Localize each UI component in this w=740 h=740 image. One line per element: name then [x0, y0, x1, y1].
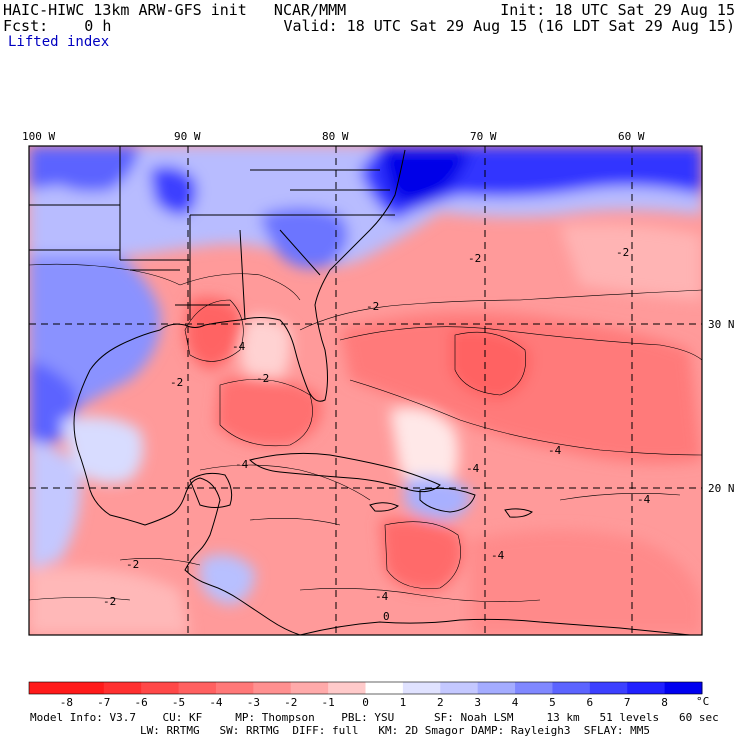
- map-frame: [28, 145, 703, 636]
- colorbar-swatch: [664, 682, 703, 694]
- colorbar-swatch: [141, 682, 180, 694]
- longitude-labels: 100 W 90 W 80 W 70 W 60 W: [22, 130, 645, 143]
- coastlines: [29, 146, 691, 635]
- contour-label: -2: [468, 252, 481, 265]
- lifted-index-field: [29, 146, 702, 635]
- model-info-line2: LW: RRTMG SW: RRTMG DIFF: full KM: 2D Sm…: [140, 724, 650, 737]
- colorbar-swatch: [477, 682, 516, 694]
- valid-time: Valid: 18 UTC Sat 29 Aug 15 (16 LDT Sat …: [283, 17, 735, 35]
- contour-label: -4: [637, 493, 651, 506]
- lat-label: 30 N: [708, 318, 735, 331]
- colorbar-swatch: [290, 682, 329, 694]
- field-name: Lifted index: [8, 34, 110, 50]
- contour-label: -2: [366, 300, 379, 313]
- colorbar-swatch: [440, 682, 479, 694]
- colorbar-swatch: [627, 682, 666, 694]
- lon-label: 90 W: [174, 130, 201, 143]
- colorbar-tick-label: -8: [60, 696, 73, 709]
- colorbar-swatch: [178, 682, 217, 694]
- model-info-line1: Model Info: V3.7 CU: KF MP: Thompson PBL…: [30, 711, 719, 724]
- contour-value-labels: -2 -2 -2 -2 -2 -4 -4 -4 -4 -4 -4 -4 -2 -…: [103, 246, 651, 623]
- colorbar-tick-label: 3: [474, 696, 481, 709]
- lon-label: 100 W: [22, 130, 55, 143]
- latitude-labels: 30 N 20 N: [708, 318, 735, 495]
- colorbar-swatch: [103, 682, 142, 694]
- colorbar-tick-label: 6: [587, 696, 594, 709]
- model-title: HAIC-HIWC 13km ARW-GFS init NCAR/MMM: [3, 1, 347, 19]
- colorbar-tick-label: -3: [247, 696, 260, 709]
- contour-label: -2: [170, 376, 183, 389]
- contour-label: -2: [103, 595, 116, 608]
- colorbar-swatch: [253, 682, 292, 694]
- colorbar-swatch: [66, 682, 105, 694]
- colorbar: -8 -7 -6 -5 -4 -3 -2 -1 0 1 2 3 4 5 6 7 8: [28, 681, 703, 709]
- lat-lon-grid: [29, 146, 702, 635]
- colorbar-swatch: [552, 682, 591, 694]
- colorbar-tick-label: -4: [209, 696, 223, 709]
- contour-label: -2: [616, 246, 629, 259]
- contour-label: -2: [126, 558, 139, 571]
- colorbar-unit: °C: [696, 695, 709, 708]
- colorbar-tick-label: -5: [172, 696, 185, 709]
- lon-label: 60 W: [618, 130, 645, 143]
- colorbar-tick-label: 7: [624, 696, 631, 709]
- contour-label: 0: [383, 610, 390, 623]
- forecast-hour: Fcst: 0 h: [3, 17, 112, 35]
- colorbar-swatch: [589, 682, 628, 694]
- colorbar-tick-label: 1: [400, 696, 407, 709]
- colorbar-tick-label: 0: [362, 696, 369, 709]
- colorbar-tick-label: 5: [549, 696, 556, 709]
- contour-label: -4: [548, 444, 562, 457]
- contour-label: -4: [466, 462, 480, 475]
- colorbar-tick-label: -7: [97, 696, 110, 709]
- colorbar-tick-label: -2: [284, 696, 297, 709]
- colorbar-swatch: [215, 682, 254, 694]
- lon-label: 80 W: [322, 130, 349, 143]
- colorbar-tick-label: 8: [661, 696, 668, 709]
- lat-label: 20 N: [708, 482, 735, 495]
- contour-label: -4: [491, 549, 505, 562]
- colorbar-tick-label: 2: [437, 696, 444, 709]
- contour-label: -4: [232, 340, 246, 353]
- colorbar-swatch: [515, 682, 553, 694]
- contour-lines: [29, 263, 702, 602]
- colorbar-swatch: [365, 682, 404, 694]
- init-time: Init: 18 UTC Sat 29 Aug 15: [500, 1, 735, 19]
- colorbar-swatch: [328, 682, 366, 694]
- colorbar-tick-label: -1: [321, 696, 334, 709]
- contour-label: -4: [375, 590, 389, 603]
- colorbar-swatch: [402, 682, 441, 694]
- colorbar-tick-label: -6: [135, 696, 148, 709]
- contour-label: -2: [256, 372, 269, 385]
- contour-label: -4: [235, 458, 249, 471]
- colorbar-tick-label: 4: [512, 696, 519, 709]
- colorbar-frame: [28, 681, 703, 695]
- lon-label: 70 W: [470, 130, 497, 143]
- colorbar-swatch: [29, 682, 67, 694]
